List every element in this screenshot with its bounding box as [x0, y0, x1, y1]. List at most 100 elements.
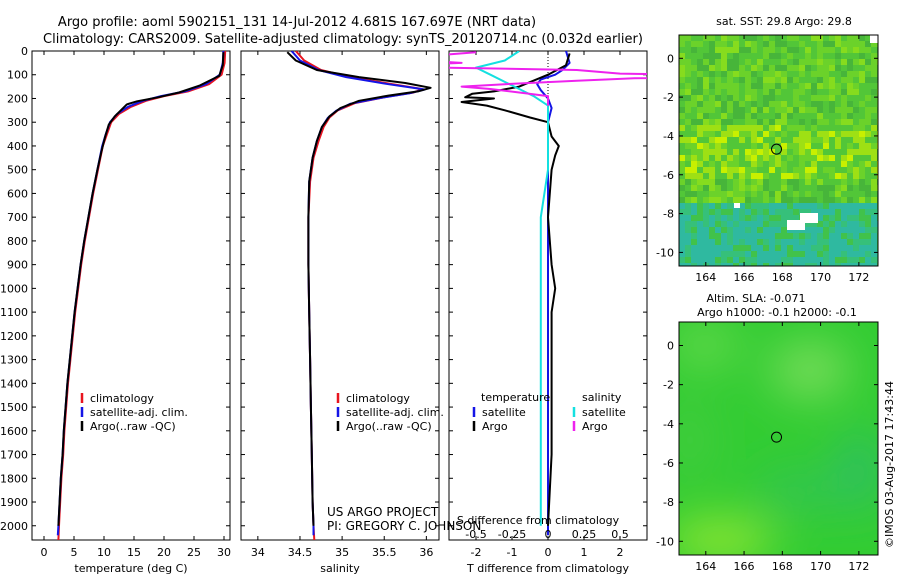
map-cell	[811, 101, 817, 107]
map-cell	[721, 47, 727, 53]
map-cell	[691, 137, 697, 143]
map-cell	[775, 239, 781, 245]
map-cell	[721, 113, 727, 119]
map-cell	[871, 209, 877, 215]
map-cell	[871, 155, 877, 161]
map-cell	[697, 149, 703, 155]
map-cell	[841, 227, 847, 233]
map-cell	[823, 161, 829, 167]
map-cell	[775, 263, 781, 266]
map-cell	[811, 71, 817, 77]
map-cell	[793, 239, 799, 245]
map-cell	[697, 197, 703, 203]
map-cell	[697, 185, 703, 191]
map-cell	[853, 83, 859, 89]
map-cell	[775, 89, 781, 95]
map-cell	[733, 113, 739, 119]
map-cell	[871, 53, 877, 59]
map-cell	[859, 113, 865, 119]
map-cell	[709, 143, 715, 149]
x-tick-label: -1	[507, 546, 518, 559]
map-cell	[859, 149, 865, 155]
map-cell	[685, 47, 691, 53]
map-cell	[787, 185, 793, 191]
map-cell	[865, 215, 871, 221]
map-cell	[721, 239, 727, 245]
map-cell	[805, 47, 811, 53]
map-cell	[679, 137, 685, 143]
map-cell	[841, 221, 847, 227]
map-cell	[691, 221, 697, 227]
map-cell	[697, 125, 703, 131]
map-cell	[685, 257, 691, 263]
map-cell	[697, 107, 703, 113]
map-cell	[841, 125, 847, 131]
map-cell	[799, 179, 805, 185]
map-cell	[679, 185, 685, 191]
map-cell	[769, 233, 775, 239]
map-cell	[703, 113, 709, 119]
map-cell	[715, 101, 721, 107]
map-cell	[733, 149, 739, 155]
map-cell	[691, 89, 697, 95]
map-cell	[679, 119, 685, 125]
map-cell	[841, 155, 847, 161]
map-cell	[847, 155, 853, 161]
map-cell	[799, 95, 805, 101]
map-cell	[709, 35, 715, 41]
map-cell	[823, 179, 829, 185]
map-cell	[865, 89, 871, 95]
map-cell	[703, 257, 709, 263]
map-cell	[817, 137, 823, 143]
map-cell	[841, 161, 847, 167]
map-cell	[715, 263, 721, 266]
map-cell	[739, 113, 745, 119]
map-cell	[847, 137, 853, 143]
map-cell	[853, 107, 859, 113]
map-cell	[793, 263, 799, 266]
map-cell	[835, 41, 841, 47]
map-cell	[841, 113, 847, 119]
map-cell	[787, 233, 793, 239]
map-cell	[823, 245, 829, 251]
map-cell	[835, 209, 841, 215]
map-cell	[811, 191, 817, 197]
map-cell	[799, 125, 805, 131]
map-cell	[805, 191, 811, 197]
sla-map-title-line1: Altim. SLA: -0.071	[706, 292, 805, 305]
map-cell	[853, 185, 859, 191]
map-cell	[733, 155, 739, 161]
map-cell	[811, 47, 817, 53]
map-cell	[697, 233, 703, 239]
map-cell	[697, 113, 703, 119]
map-cell	[775, 77, 781, 83]
map-cell	[733, 65, 739, 71]
map-cell	[751, 47, 757, 53]
map-cell	[835, 233, 841, 239]
map-cell	[757, 143, 763, 149]
map-cell	[859, 59, 865, 65]
map-image	[679, 322, 878, 555]
map-cell	[721, 71, 727, 77]
x-tick-label: 20	[157, 546, 171, 559]
map-cell	[859, 95, 865, 101]
map-cell	[751, 95, 757, 101]
map-cell	[787, 47, 793, 53]
map-cell	[835, 47, 841, 53]
map-cell	[697, 83, 703, 89]
map-cell	[823, 197, 829, 203]
map-cell	[835, 107, 841, 113]
map-cell	[799, 59, 805, 65]
map-cell	[703, 167, 709, 173]
temperature-panel: 0100200300400500600700800900100011001200…	[0, 45, 231, 575]
map-cell	[829, 239, 835, 245]
map-cell	[811, 173, 817, 179]
map-cell	[817, 131, 823, 137]
map-cell	[709, 245, 715, 251]
map-cell	[781, 209, 787, 215]
map-cell	[817, 167, 823, 173]
map-cell	[805, 239, 811, 245]
map-cell	[847, 263, 853, 266]
map-cell	[703, 47, 709, 53]
series-group	[449, 51, 647, 540]
